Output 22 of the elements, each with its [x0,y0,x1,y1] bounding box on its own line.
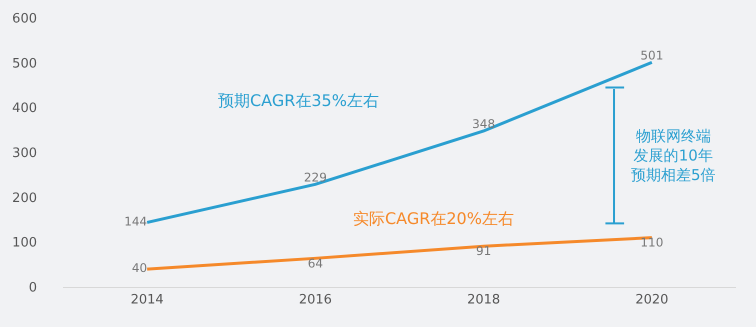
y-tick-label: 300 [12,146,37,162]
y-tick-label: 400 [12,101,37,116]
y-tick-label: 600 [12,12,37,27]
x-tick-label: 2016 [298,292,332,308]
x-tick-label: 2020 [635,292,668,308]
x-tick-label: 2018 [467,292,500,308]
data-label: 229 [304,170,327,184]
data-label: 144 [124,214,148,228]
data-label: 91 [476,244,492,258]
y-tick-label: 500 [12,56,37,72]
data-label: 501 [640,48,664,62]
annotation: 实际CAGR在20%左右 [353,209,514,228]
annotation: 物联网终端发展的10年预期相差5倍 [631,127,716,184]
annotation: 预期CAGR在35%左右 [218,91,379,110]
data-label: 64 [308,256,324,270]
data-label: 348 [472,116,496,131]
y-tick-label: 0 [28,280,37,296]
data-label: 40 [132,261,148,276]
y-tick-label: 200 [12,190,37,206]
data-label: 110 [640,236,664,250]
x-tick-label: 2014 [130,292,164,308]
y-tick-label: 100 [12,236,37,251]
